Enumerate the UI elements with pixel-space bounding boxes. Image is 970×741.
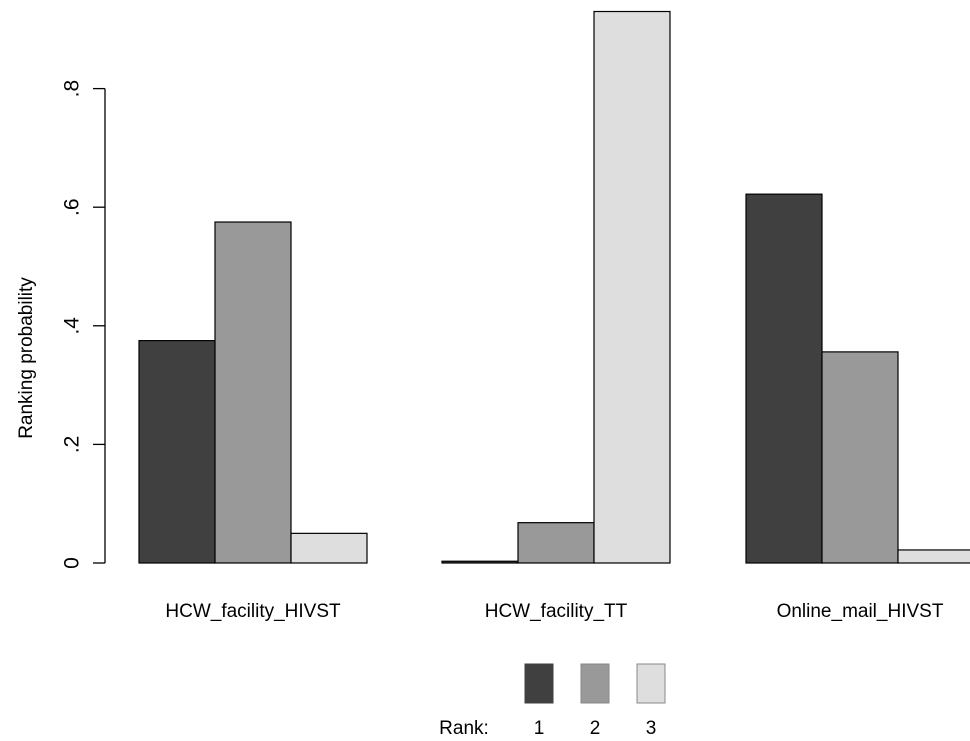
legend-title: Rank: (439, 718, 489, 739)
legend-swatch (524, 663, 554, 704)
bar (441, 560, 519, 564)
y-axis-label: Ranking probability (16, 277, 37, 439)
y-tick-label: .2 (60, 436, 83, 454)
category-label: Online_mail_HIVST (777, 601, 944, 622)
bar (214, 221, 292, 564)
y-tick-label: .6 (60, 198, 83, 216)
category-labels: HCW_facility_HIVST HCW_facility_TT Online_… (165, 601, 943, 622)
bars (138, 10, 970, 564)
y-axis: 0 .2 .4 .6 .8 (60, 80, 106, 569)
legend-swatch (580, 663, 610, 704)
category-label: HCW_facility_HIVST (165, 601, 341, 622)
bar (593, 10, 671, 564)
legend-label: 3 (646, 718, 657, 739)
legend: Rank: 1 2 3 (439, 663, 666, 739)
legend-label: 2 (590, 718, 601, 739)
bar (897, 549, 970, 564)
y-tick-label: .4 (60, 317, 83, 335)
bar (290, 532, 368, 564)
bar (745, 193, 823, 564)
legend-swatch (636, 663, 666, 704)
bar (821, 351, 899, 564)
y-tick-label: 0 (60, 557, 83, 569)
bar (517, 522, 595, 564)
y-tick-label: .8 (60, 80, 83, 98)
legend-label: 1 (534, 718, 545, 739)
bar (138, 340, 216, 564)
category-label: HCW_facility_TT (485, 601, 628, 622)
